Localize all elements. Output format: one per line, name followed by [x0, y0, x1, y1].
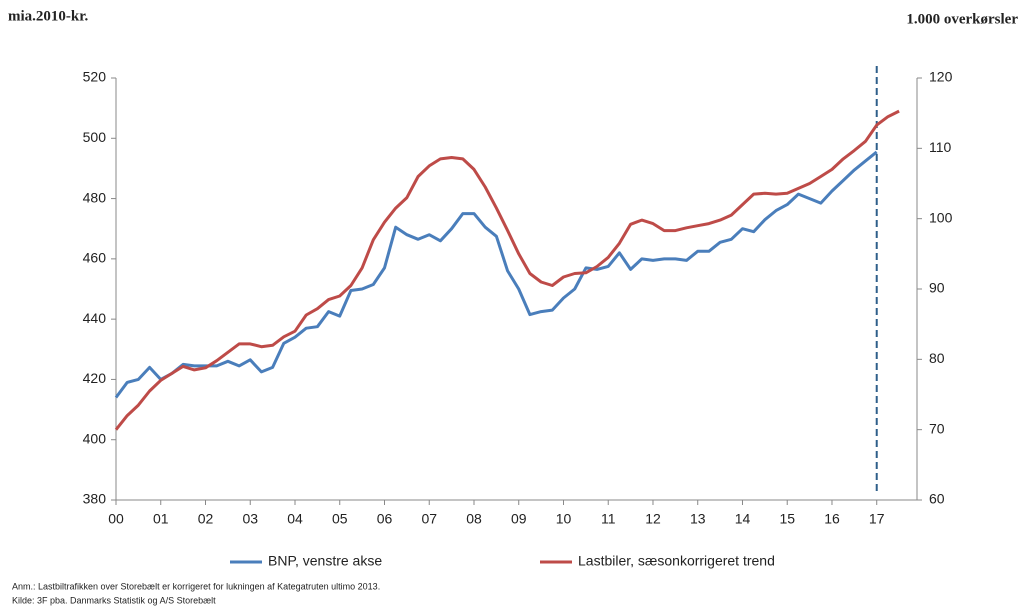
y2-tick-label: 90	[929, 280, 945, 296]
x-tick-label: 10	[556, 511, 572, 527]
y2-tick-label: 60	[929, 491, 945, 507]
series-line	[114, 109, 900, 431]
x-tick-label: 11	[601, 511, 616, 527]
x-tick-label: 09	[511, 511, 527, 527]
x-tick-label: 02	[198, 511, 214, 527]
x-tick-label: 06	[377, 511, 393, 527]
x-tick-label: 05	[332, 511, 348, 527]
source: Kilde: 3F pba. Danmarks Statistik og A/S…	[12, 595, 216, 605]
y-tick-label: 440	[83, 310, 107, 326]
y2-tick-label: 110	[929, 139, 952, 155]
y-tick-label: 520	[83, 69, 107, 85]
y-tick-label: 420	[83, 370, 107, 386]
y2-tick-label: 100	[929, 209, 953, 225]
legend-label: Lastbiler, sæsonkorrigeret trend	[578, 553, 775, 569]
x-tick-label: 17	[869, 511, 885, 527]
y-tick-label: 480	[83, 189, 107, 205]
y-tick-label: 460	[83, 250, 107, 266]
x-tick-label: 04	[287, 511, 303, 527]
y-tick-label: 500	[83, 129, 107, 145]
legend-label: BNP, venstre akse	[268, 553, 382, 569]
y-tick-label: 400	[83, 430, 107, 446]
note: Anm.: Lastbiltrafikken over Storebælt er…	[12, 581, 380, 591]
y-tick-label: 380	[83, 491, 107, 507]
x-tick-label: 14	[735, 511, 751, 527]
x-tick-label: 15	[779, 511, 795, 527]
y2-tick-label: 80	[929, 350, 945, 366]
y2-tick-label: 120	[929, 69, 953, 85]
x-tick-label: 01	[153, 511, 169, 527]
left-axis-label: mia.2010-kr.	[8, 8, 89, 24]
x-tick-label: 08	[466, 511, 482, 527]
x-tick-label: 00	[108, 511, 124, 527]
x-tick-label: 07	[421, 511, 437, 527]
series-line	[114, 150, 878, 399]
x-tick-label: 16	[824, 511, 840, 527]
y2-tick-label: 70	[929, 420, 945, 436]
x-tick-label: 13	[690, 511, 706, 527]
x-tick-label: 03	[242, 511, 258, 527]
right-axis-label: 1.000 overkørsler	[906, 11, 1018, 27]
x-tick-label: 12	[645, 511, 661, 527]
